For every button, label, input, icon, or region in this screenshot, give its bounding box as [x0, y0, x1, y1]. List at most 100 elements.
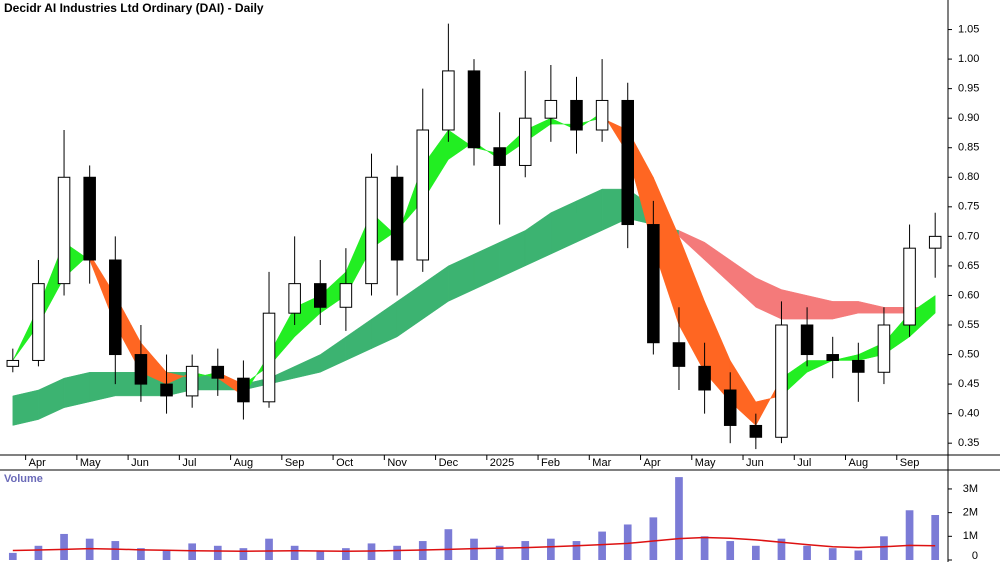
candle-body [493, 147, 506, 166]
candle-body [390, 176, 404, 261]
y-tick-label: 0.70 [958, 230, 979, 242]
x-tick-label: May [695, 457, 716, 469]
volume-bar [931, 515, 940, 560]
y-tick-label: 0.50 [958, 348, 979, 360]
x-tick-label: Sep [900, 457, 920, 469]
volume-bar [239, 548, 248, 560]
y-tick-label: 0.40 [958, 408, 979, 420]
y-tick-label: 0.55 [958, 319, 979, 331]
candle-body [467, 70, 481, 149]
candle-body [570, 99, 583, 131]
candle-body [749, 424, 763, 438]
candle-body [621, 99, 634, 226]
y-tick-label: 0.35 [958, 437, 979, 449]
candle-body [314, 283, 327, 308]
candle-body [775, 324, 788, 438]
volume-label: Volume [4, 473, 43, 485]
volume-bar [572, 541, 581, 560]
volume-bar [60, 533, 68, 560]
candle-body [365, 176, 378, 285]
volume-bar [213, 545, 222, 560]
volume-bar [495, 545, 504, 560]
x-tick-label: Jun [746, 457, 764, 469]
candle-body [6, 359, 20, 367]
ribbon-segment [63, 371, 90, 409]
y-tick-label: 1.00 [958, 53, 979, 65]
volume-bar [854, 550, 863, 560]
candle-body [134, 354, 148, 385]
y-tick-label: 0.65 [958, 260, 979, 272]
volume-tick-label: 1M [963, 530, 978, 542]
candle-body [852, 359, 865, 373]
y-tick-label: 0.85 [958, 142, 979, 154]
candle-body [83, 176, 96, 261]
volume-bar [188, 543, 197, 560]
y-tick-label: 0.75 [958, 201, 979, 213]
x-tick-label: Nov [387, 457, 407, 469]
volume-bar [34, 545, 43, 560]
volume-bar [8, 552, 17, 560]
candle-body [262, 312, 276, 403]
volume-bar [111, 541, 120, 560]
candle-body [518, 117, 532, 166]
x-tick-label: Jul [797, 457, 811, 469]
x-tick-label: Jul [182, 457, 196, 469]
ribbon-segment [12, 389, 39, 426]
x-tick-label: Feb [541, 457, 560, 469]
volume-tick-label: 3M [963, 483, 978, 495]
volume-bar [700, 536, 709, 560]
x-tick-label: Oct [336, 457, 353, 469]
x-tick-label: Dec [439, 457, 459, 469]
x-tick-label: 2025 [490, 457, 514, 469]
volume-bar [444, 529, 453, 560]
candle-body [928, 235, 942, 249]
volume-bar [905, 510, 914, 560]
x-tick-label: Apr [29, 457, 46, 469]
volume-bar [342, 548, 350, 560]
y-tick-label: 0.90 [958, 112, 979, 124]
volume-bar [162, 550, 171, 560]
candle-body [544, 99, 558, 119]
candle-body [288, 283, 301, 314]
x-tick-label: Mar [592, 457, 611, 469]
candle-body [800, 324, 814, 356]
x-tick-label: May [80, 457, 101, 469]
chart-title: Decidr AI Industries Ltd Ordinary (DAI) … [4, 1, 264, 15]
candle-body [698, 365, 711, 391]
volume-bar [649, 517, 658, 560]
candle-body [903, 247, 916, 326]
volume-bar [675, 477, 683, 560]
volume-bar [316, 550, 325, 560]
candle-body [237, 377, 250, 403]
candle-body [211, 365, 225, 379]
candle-body [160, 383, 173, 397]
volume-bar [137, 548, 145, 560]
x-tick-label: Sep [285, 457, 305, 469]
x-tick-label: Jun [131, 457, 149, 469]
candle-body [109, 259, 122, 356]
volume-bar [598, 531, 606, 560]
volume-bar [521, 541, 530, 560]
candle-body [442, 70, 455, 131]
candle-body [877, 324, 891, 373]
x-tick-label: Apr [644, 457, 661, 469]
candle-body [185, 365, 199, 397]
x-tick-label: Aug [849, 457, 869, 469]
volume-bar [828, 548, 837, 560]
volume-tick-label: 0 [972, 550, 978, 562]
volume-tick-label: 2M [963, 507, 978, 519]
volume-bar [393, 545, 401, 560]
candle-body [32, 283, 45, 361]
y-tick-label: 0.45 [958, 378, 979, 390]
candle-body [57, 176, 71, 285]
candle-body [647, 224, 660, 344]
y-tick-label: 0.95 [958, 83, 979, 95]
volume-ma-line [12, 536, 936, 552]
volume-bar [547, 538, 555, 560]
y-tick-label: 1.05 [958, 23, 979, 35]
candle-body [416, 129, 430, 261]
volume-bar [880, 536, 888, 560]
candle-body [339, 283, 353, 308]
x-tick-label: Aug [234, 457, 254, 469]
